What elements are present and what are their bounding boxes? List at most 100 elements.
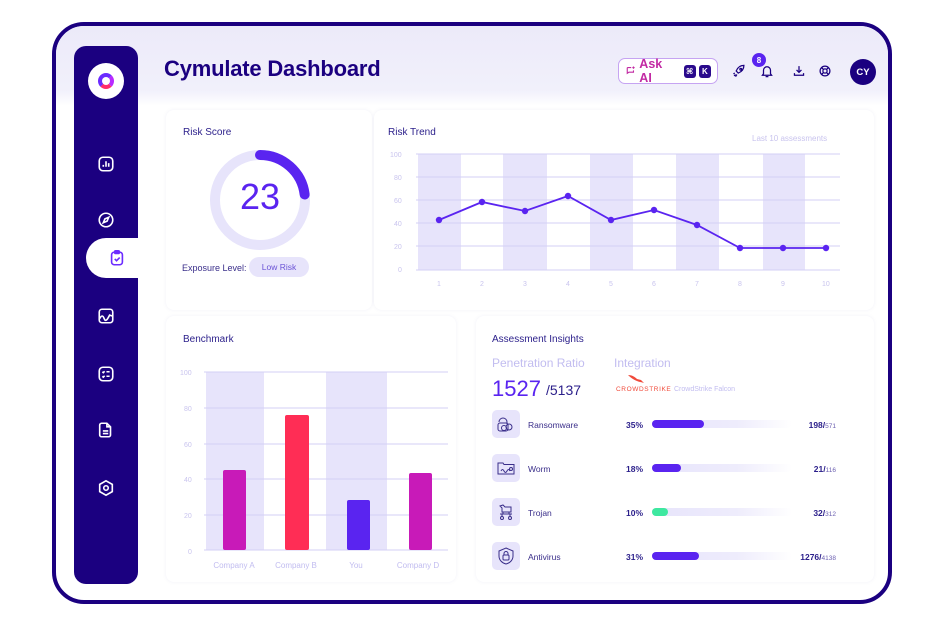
notification-badge: 8 (752, 53, 766, 67)
line-chart-icon (98, 308, 114, 324)
svg-text:100: 100 (390, 152, 402, 159)
notifications-button[interactable] (756, 60, 778, 82)
svg-text:40: 40 (184, 477, 192, 484)
svg-text:60: 60 (184, 442, 192, 449)
sidebar-item-explore[interactable] (74, 200, 138, 240)
svg-text:80: 80 (184, 406, 192, 413)
ask-ai-button[interactable]: Ask AI ⌘ K (618, 57, 718, 85)
page-title: Cymulate Dashboard (164, 56, 381, 81)
svg-text:2: 2 (480, 281, 484, 288)
shortcut-cmd-key: ⌘ (683, 64, 696, 78)
worm-label: Worm (528, 464, 551, 474)
download-icon (793, 66, 805, 76)
ransomware-progress (652, 420, 792, 428)
bell-icon (761, 66, 773, 78)
insights-card (476, 316, 874, 582)
antivirus-label: Antivirus (528, 552, 561, 562)
ask-ai-label: Ask AI (639, 57, 663, 85)
checklist-icon (98, 366, 114, 382)
ai-chat-sparkle-icon (626, 66, 635, 75)
risk-trend-note: Last 10 assessments (752, 134, 828, 143)
trojan-progress (652, 508, 792, 516)
svg-text:80: 80 (394, 175, 402, 182)
cymulate-logo-icon[interactable] (88, 63, 124, 99)
svg-text:100: 100 (180, 370, 192, 377)
svg-text:0: 0 (398, 267, 402, 274)
svg-text:40: 40 (394, 221, 402, 228)
sidebar-item-settings[interactable] (74, 468, 138, 508)
crowdstrike-logo: CROWDSTRIKE (616, 386, 672, 393)
svg-text:Company D: Company D (397, 561, 439, 570)
svg-text:6: 6 (652, 281, 656, 288)
exposure-level-badge: Low Risk (249, 257, 309, 277)
antivirus-percent: 31% (626, 552, 644, 562)
svg-text:1: 1 (437, 281, 441, 288)
sidebar-item-assessments[interactable] (86, 238, 148, 278)
svg-text:3: 3 (523, 281, 527, 288)
rocket-icon (733, 64, 745, 77)
svg-text:60: 60 (394, 198, 402, 205)
svg-text:20: 20 (184, 513, 192, 520)
ransomware-percent: 35% (626, 420, 644, 430)
trojan-label: Trojan (528, 508, 552, 518)
svg-text:0: 0 (188, 549, 192, 556)
crowdstrike-falcon-icon (628, 375, 644, 383)
integration-label: Integration (614, 356, 671, 370)
trojan-percent: 10% (626, 508, 644, 518)
worm-icon (497, 462, 515, 475)
insights-title: Assessment Insights (492, 334, 584, 345)
exposure-level-label: Exposure Level: (182, 263, 247, 273)
trojan-horse-icon (499, 504, 512, 520)
worm-percent: 18% (626, 464, 644, 474)
document-icon (98, 422, 112, 438)
user-avatar[interactable]: CY (850, 59, 876, 85)
header-band (56, 26, 888, 106)
trojan-count: 32/312 (813, 508, 836, 518)
hex-settings-icon (98, 479, 114, 497)
penetration-ratio-value: 1527 (492, 376, 541, 401)
antivirus-progress (652, 552, 792, 560)
compass-icon (98, 212, 114, 228)
benchmark-title: Benchmark (183, 334, 234, 345)
shield-lock-icon (498, 547, 514, 565)
bar-chart-icon (98, 156, 114, 172)
svg-text:7: 7 (695, 281, 699, 288)
dashboard-frame: Cymulate Dashboard Ask AI ⌘ K 8 CY Risk … (52, 22, 892, 604)
rocket-button[interactable] (728, 60, 750, 82)
download-button[interactable] (788, 60, 810, 82)
penetration-ratio-label: Penetration Ratio (492, 356, 585, 370)
svg-text:10: 10 (822, 281, 830, 288)
ransomware-count: 198/571 (808, 420, 836, 430)
sidebar-item-reports[interactable] (74, 144, 138, 184)
sidebar-item-checklist[interactable] (74, 354, 138, 394)
shortcut-k-key: K (698, 64, 712, 78)
penetration-ratio-total: /5137 (546, 382, 582, 398)
trojan-row-icon (492, 498, 520, 526)
svg-text:5: 5 (609, 281, 613, 288)
svg-text:4: 4 (566, 281, 570, 288)
antivirus-count: 1276/4138 (800, 552, 836, 562)
clipboard-check-icon (110, 249, 124, 266)
svg-text:9: 9 (781, 281, 785, 288)
ransomware-icon (497, 417, 513, 432)
sidebar-item-trends[interactable] (74, 296, 138, 336)
svg-text:You: You (349, 561, 363, 570)
lifebuoy-icon (819, 65, 831, 77)
antivirus-row-icon (492, 542, 520, 570)
ransomware-row-icon (492, 410, 520, 438)
benchmark-chart: 100 80 60 40 20 0 Company A Company B You Comp… (180, 370, 448, 570)
svg-text:20: 20 (394, 244, 402, 251)
integration-name: CrowdStrike Falcon (674, 386, 736, 393)
sidebar (74, 46, 148, 584)
sidebar-item-documents[interactable] (74, 410, 138, 450)
svg-text:8: 8 (738, 281, 742, 288)
ransomware-label: Ransomware (528, 420, 579, 430)
worm-progress (652, 464, 792, 472)
svg-text:Company B: Company B (275, 561, 317, 570)
worm-count: 21/116 (813, 464, 836, 474)
help-button[interactable] (814, 60, 836, 82)
risk-score-gauge (210, 150, 310, 250)
risk-trend-chart: 100 80 60 40 20 0 1 2 3 4 5 6 7 8 9 10 (390, 152, 840, 288)
risk-score-title: Risk Score (183, 127, 232, 138)
worm-row-icon (492, 454, 520, 482)
